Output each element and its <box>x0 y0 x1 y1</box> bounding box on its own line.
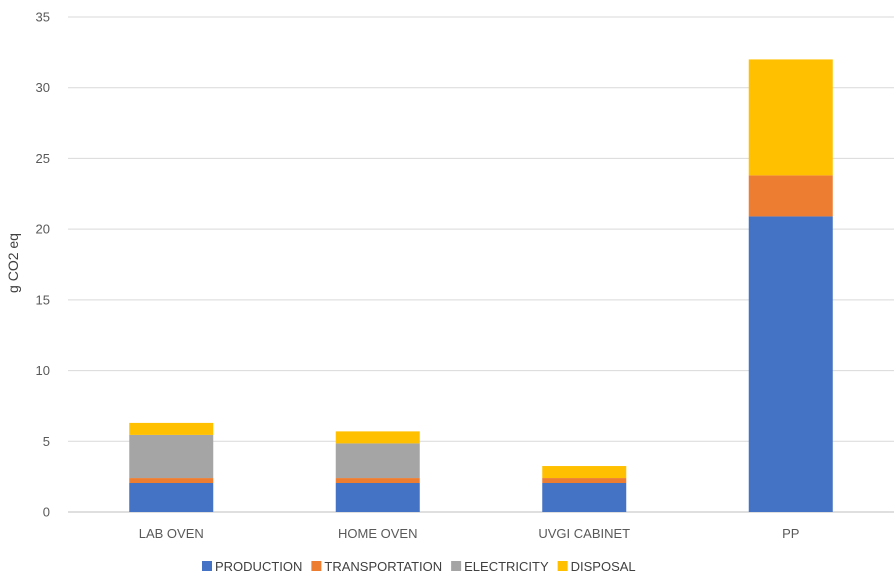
y-axis-title: g CO2 eq <box>5 233 21 293</box>
legend-label: DISPOSAL <box>571 559 636 574</box>
bar-segment <box>335 483 420 512</box>
legend-item: DISPOSAL <box>557 559 636 574</box>
legend-label: TRANSPORTATION <box>324 559 442 574</box>
x-tick-label: PP <box>782 526 799 541</box>
bar-segment <box>542 478 627 484</box>
bar-segment <box>748 216 833 512</box>
bar-segment <box>542 483 627 512</box>
bar-segment <box>129 422 214 435</box>
bars <box>129 59 833 512</box>
bar-segment <box>542 466 627 479</box>
legend-label: ELECTRICITY <box>464 559 549 574</box>
y-tick-label: 15 <box>36 292 50 307</box>
legend-item: ELECTRICITY <box>451 559 549 574</box>
bar-segment <box>335 443 420 479</box>
y-tick-label: 30 <box>36 80 50 95</box>
legend-item: PRODUCTION <box>202 559 302 574</box>
x-tick-label: UVGI CABINET <box>538 526 630 541</box>
y-tick-label: 5 <box>43 434 50 449</box>
legend: PRODUCTION TRANSPORTATION ELECTRICITY DISPO… <box>202 559 636 574</box>
x-tick-label: LAB OVEN <box>139 526 204 541</box>
bar-segment <box>748 175 833 217</box>
legend-label: PRODUCTION <box>215 559 302 574</box>
y-tick-label: 0 <box>43 505 50 520</box>
y-tick-label: 35 <box>36 10 50 25</box>
legend-swatch <box>451 561 462 571</box>
y-tick-label: 10 <box>36 363 50 378</box>
bar-segment <box>748 59 833 176</box>
legend-swatch <box>311 561 322 571</box>
legend-item: TRANSPORTATION <box>311 559 442 574</box>
bar-segment <box>129 478 214 484</box>
y-tick-label: 25 <box>36 151 50 166</box>
bar-segment <box>129 483 214 512</box>
bar-segment <box>129 434 214 479</box>
bar-segment <box>335 431 420 444</box>
legend-swatch <box>202 561 212 571</box>
y-axis-ticks: 0 5 10 15 20 25 30 35 <box>36 10 50 520</box>
legend-swatch <box>557 561 568 571</box>
gridlines <box>68 16 894 513</box>
bar-segment <box>335 478 420 484</box>
x-tick-label: HOME OVEN <box>338 526 417 541</box>
x-axis-ticks: LAB OVEN HOME OVEN UVGI CABINET PP <box>139 526 800 541</box>
y-tick-label: 20 <box>36 222 50 237</box>
